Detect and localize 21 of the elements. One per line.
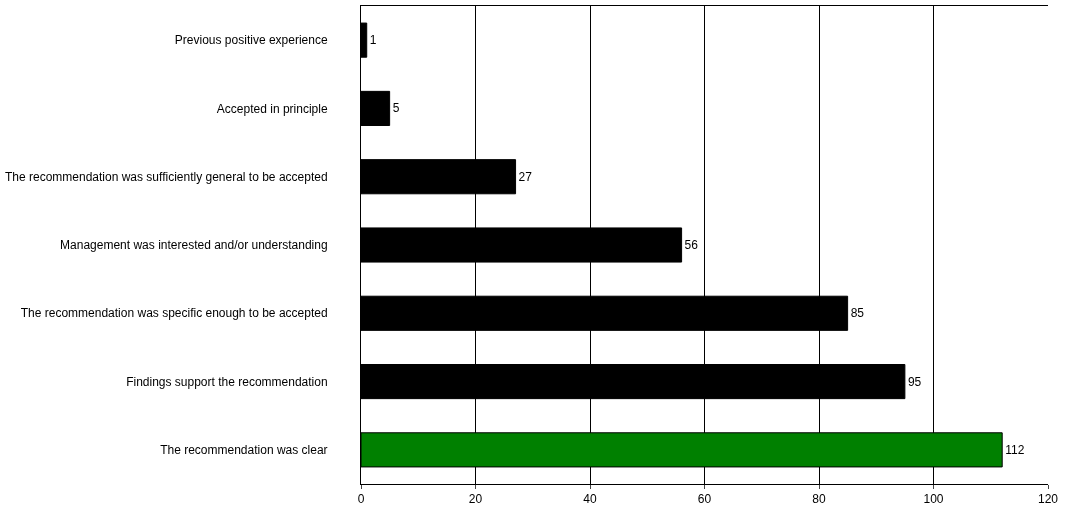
y-tick-label: Management was interested and/or understanding: [60, 238, 328, 253]
data-label: 1: [369, 33, 377, 48]
data-label: 85: [850, 306, 865, 321]
x-tick-label: 40: [583, 492, 597, 507]
y-tick-label: Findings support the recommendation: [126, 374, 328, 389]
data-label: 5: [392, 101, 400, 116]
y-tick-label: The recommendation was specific enough to be accepted: [20, 306, 328, 321]
x-tick-label: 80: [812, 492, 826, 507]
y-tick-label: The recommendation was sufficiently general to be accepted: [4, 169, 328, 184]
y-tick-label: The recommendation was clear: [160, 443, 328, 458]
data-label: 56: [684, 238, 699, 252]
y-tick-label: Accepted in principle: [216, 101, 328, 116]
data-label: 27: [518, 169, 533, 184]
data-label: 112: [1005, 442, 1025, 457]
x-tick-label: 0: [357, 492, 365, 507]
x-tick-label: 100: [923, 492, 944, 507]
x-tick-label: 20: [468, 492, 483, 507]
data-label: 95: [907, 374, 922, 389]
x-tick-label: 120: [1037, 492, 1059, 507]
y-tick-label: Previous positive experience: [174, 33, 328, 48]
x-tick-label: 60: [697, 492, 712, 507]
